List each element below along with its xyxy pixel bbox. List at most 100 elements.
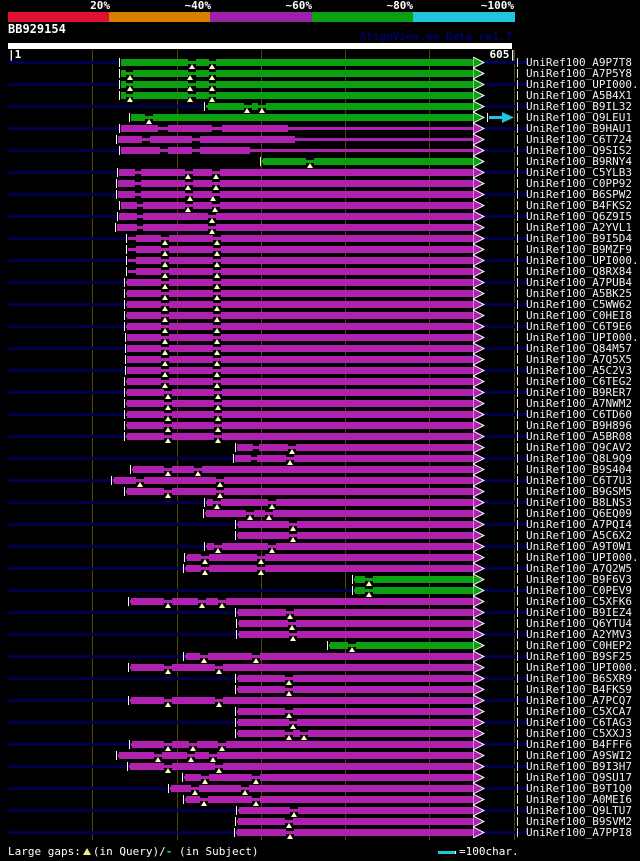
hit-label[interactable]: UniRef100_A5C6X2 [526,529,632,542]
hit-label[interactable]: UniRef100_Q9CAV2 [526,441,632,454]
alignment-row[interactable]: UniRef100_B4FKS9 [0,684,640,696]
alignment-row[interactable]: UniRef100_C0HEI8 [0,309,640,322]
hit-label[interactable]: UniRef100_A9T0W1 [526,540,632,553]
hit-label[interactable]: UniRef100_Q9SU17 [526,771,632,784]
alignment-row[interactable]: UniRef100_A7NWM2 [0,397,640,410]
hit-label[interactable]: UniRef100_B9SF25 [526,650,632,663]
hit-label[interactable]: UniRef100_B9S404 [526,463,632,476]
hit-label[interactable]: UniRef100_B8LNS3 [526,496,632,509]
alignment-row[interactable]: UniRef100_B9S404 [0,463,640,476]
hit-label[interactable]: UniRef100_A5B4X1 [526,89,632,102]
alignment-row[interactable]: UniRef100_C6TD60 [0,409,640,421]
alignment-row[interactable]: UniRef100_A5C2V3 [0,364,640,377]
hit-label[interactable]: UniRef100_C5XCA7 [526,705,632,718]
hit-label[interactable]: UniRef100_A0MEI6 [526,793,632,806]
alignment-row[interactable]: UniRef100_B8LNS3 [0,496,640,509]
hit-label[interactable]: UniRef100_B4FFF6 [526,738,632,751]
alignment-row[interactable]: UniRef100_C5WW62 [0,298,640,311]
hit-label[interactable]: UniRef100_C5YLB3 [526,166,632,179]
alignment-row[interactable]: UniRef100_C5XFK6 [0,596,640,608]
hit-label[interactable]: UniRef100_A7PUB4 [526,276,632,289]
alignment-row[interactable]: UniRef100_C0HEP2 [0,639,640,652]
alignment-row[interactable]: UniRef100_Q9LEU1 [0,111,640,124]
alignment-row[interactable]: UniRef100_B6SXR9 [0,672,640,685]
hit-label[interactable]: UniRef100_B4FKS2 [526,199,632,212]
alignment-row[interactable]: UniRef100_Q9CAV2 [0,441,640,454]
hit-label[interactable]: UniRef100_A5C2V3 [526,364,632,377]
alignment-row[interactable]: UniRef100_Q9SU17 [0,771,640,784]
alignment-row[interactable]: UniRef100_A2YMV3 [0,628,640,641]
alignment-row[interactable]: UniRef100_A5C6X2 [0,529,640,542]
hit-label[interactable]: UniRef100_Q9LTU7 [526,804,632,817]
hit-label[interactable]: UniRef100_C0PEV9 [526,584,632,597]
alignment-row[interactable]: UniRef100_C6TAG3 [0,716,640,729]
alignment-row[interactable]: UniRef100_A9P7T8 [0,56,640,69]
alignment-row[interactable]: UniRef100_Q9LTU7 [0,804,640,817]
alignment-row[interactable]: UniRef100_A7Q2W5 [0,562,640,575]
alignment-row[interactable]: UniRef100_C5XCA7 [0,705,640,718]
alignment-row[interactable]: UniRef100_A5BR08 [0,431,640,443]
alignment-row[interactable]: UniRef100_B9IEZ4 [0,606,640,619]
alignment-row[interactable]: UniRef100_B9IL32 [0,100,640,113]
alignment-row[interactable]: UniRef100_B9GSM5 [0,485,640,498]
hit-label[interactable]: UniRef100_B9T1Q0 [526,782,632,795]
hit-label[interactable]: UniRef100_Q8RX84 [526,265,632,278]
alignment-row[interactable]: UniRef100_C6TEG2 [0,376,640,388]
alignment-row[interactable]: UniRef100_C5YLB3 [0,166,640,179]
hit-label[interactable]: UniRef100_Q6YTU4 [526,617,632,630]
alignment-row[interactable]: UniRef100_C0PP92 [0,177,640,190]
hit-label[interactable]: UniRef100_A7PQI4 [526,518,632,531]
hit-label[interactable]: UniRef100_C0HEI8 [526,309,632,322]
alignment-row[interactable]: UniRef100_Q6EQ09 [0,508,640,520]
alignment-row[interactable]: UniRef100_Q6YTU4 [0,617,640,630]
hit-label[interactable]: UniRef100_A5BK25 [526,287,632,300]
hit-label[interactable]: UniRef100_A9P7T8 [526,56,632,69]
alignment-row[interactable]: UniRef100_A7P5Y8 [0,68,640,80]
alignment-row[interactable]: UniRef100_C0PEV9 [0,584,640,597]
alignment-row[interactable]: UniRef100_UPI000.. [0,551,640,564]
hit-label[interactable]: UniRef100_B9I5D4 [526,232,632,245]
hit-label[interactable]: UniRef100_C0HEP2 [526,639,632,652]
alignment-row[interactable]: UniRef100_C6T7U3 [0,475,640,487]
hit-label[interactable]: UniRef100_B9MZF9 [526,243,632,256]
alignment-row[interactable]: UniRef100_Q9SIS2 [0,145,640,156]
hit-label[interactable]: UniRef100_Q9LEU1 [526,111,632,124]
hit-label[interactable]: UniRef100_Q6Z9I5 [526,210,632,223]
hit-label[interactable]: UniRef100_Q9SIS2 [526,144,632,157]
alignment-row[interactable]: UniRef100_A0MEI6 [0,793,640,806]
alignment-row[interactable]: UniRef100_UPI000.. [0,332,640,344]
alignment-row[interactable]: UniRef100_B9I5D4 [0,232,640,245]
hit-label[interactable]: UniRef100_B9GSM5 [526,485,632,498]
hit-label[interactable]: UniRef100_UPI000.. [526,551,640,564]
alignment-row[interactable]: UniRef100_A7PCQ7 [0,694,640,707]
alignment-row[interactable]: UniRef100_A7Q5X5 [0,354,640,366]
alignment-row[interactable]: UniRef100_B9RER7 [0,386,640,399]
hit-label[interactable]: UniRef100_C6T724 [526,133,632,146]
hit-label[interactable]: UniRef100_C5WW62 [526,298,632,311]
hit-label[interactable]: UniRef100_B9I3H7 [526,760,632,773]
hit-label[interactable]: UniRef100_A7NWM2 [526,397,632,410]
hit-label[interactable]: UniRef100_UPI000.. [526,661,640,674]
hit-label[interactable]: UniRef100_B9RER7 [526,386,632,399]
alignment-row[interactable]: UniRef100_B9F6V3 [0,574,640,586]
hit-label[interactable]: UniRef100_B9H896 [526,419,632,432]
hit-label[interactable]: UniRef100_C6TAG3 [526,716,632,729]
alignment-row[interactable]: UniRef100_B9H896 [0,419,640,432]
hit-label[interactable]: UniRef100_A2YVL1 [526,221,632,234]
hit-label[interactable]: UniRef100_B9RNY4 [526,155,632,168]
alignment-row[interactable]: UniRef100_A2YVL1 [0,221,640,234]
hit-label[interactable]: UniRef100_A7PPI8 [526,826,632,839]
alignment-row[interactable]: UniRef100_A9SWI2 [0,749,640,762]
alignment-row[interactable]: UniRef100_B9T1Q0 [0,782,640,795]
hit-label[interactable]: UniRef100_B9IL32 [526,100,632,113]
hit-label[interactable]: UniRef100_B9IEZ4 [526,606,632,619]
hit-label[interactable]: UniRef100_Q84M57 [526,342,632,355]
hit-label[interactable]: UniRef100_A9SWI2 [526,749,632,762]
alignment-row[interactable]: UniRef100_Q8RX84 [0,265,640,278]
hit-label[interactable]: UniRef100_A7PCQ7 [526,694,632,707]
hit-label[interactable]: UniRef100_A2YMV3 [526,628,632,641]
hit-label[interactable]: UniRef100_A7Q2W5 [526,562,632,575]
alignment-row[interactable]: UniRef100_A7PUB4 [0,276,640,289]
hit-label[interactable]: UniRef100_B6SXR9 [526,672,632,685]
hit-label[interactable]: UniRef100_C0PP92 [526,177,632,190]
